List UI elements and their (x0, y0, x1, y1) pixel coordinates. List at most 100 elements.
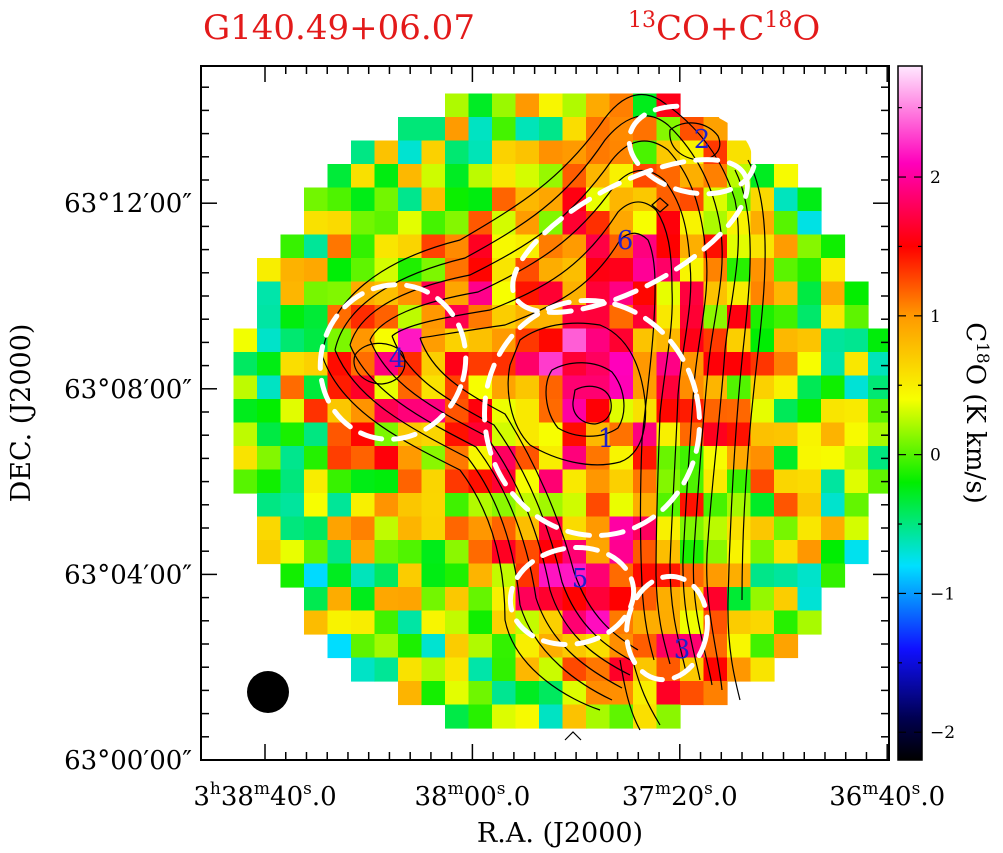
map-pixel (539, 258, 564, 283)
map-pixel (374, 657, 399, 682)
map-pixel (609, 516, 634, 541)
map-pixel (327, 516, 352, 541)
map-pixel (468, 117, 493, 142)
map-pixel (327, 493, 352, 518)
map-pixel (750, 211, 775, 236)
map-pixel (844, 352, 869, 377)
map-pixel (774, 399, 799, 424)
map-pixel (539, 187, 564, 212)
map-pixel (515, 657, 540, 682)
map-pixel (539, 328, 564, 353)
map-pixel (727, 328, 752, 353)
map-pixel (844, 540, 869, 565)
map-pixel (633, 375, 658, 400)
map-pixel (468, 657, 493, 682)
map-pixel (351, 258, 376, 283)
map-pixel (797, 234, 822, 259)
map-pixel (233, 469, 258, 494)
map-pixel (374, 563, 399, 588)
map-pixel (609, 493, 634, 518)
map-pixel (797, 493, 822, 518)
map-pixel (750, 634, 775, 659)
map-pixel (445, 587, 470, 612)
map-pixel (821, 469, 846, 494)
map-pixel (539, 422, 564, 447)
map-pixel (398, 610, 423, 635)
map-pixel (656, 587, 681, 612)
y-axis-label: DEC. (J2000) (6, 324, 37, 503)
map-pixel (680, 305, 705, 330)
contour-east-1 (727, 169, 751, 701)
map-pixel (421, 117, 446, 142)
map-pixel (609, 563, 634, 588)
map-pixel (539, 469, 564, 494)
map-pixel (703, 681, 728, 706)
map-pixel (421, 610, 446, 635)
map-pixel (844, 516, 869, 541)
map-pixel (374, 587, 399, 612)
contour-small-diamond (651, 197, 669, 213)
map-pixel (398, 469, 423, 494)
map-pixel (398, 540, 423, 565)
map-pixel (774, 563, 799, 588)
map-pixel (421, 516, 446, 541)
map-pixel (539, 587, 564, 612)
beam-size-marker (247, 671, 289, 713)
map-pixel (821, 234, 846, 259)
map-pixel (703, 328, 728, 353)
map-pixel (774, 328, 799, 353)
map-pixel (351, 164, 376, 189)
map-pixel (351, 610, 376, 635)
map-pixel (821, 305, 846, 330)
map-pixel (374, 234, 399, 259)
map-pixel (774, 234, 799, 259)
map-pixel (327, 258, 352, 283)
map-pixel (797, 258, 822, 283)
map-pixel (468, 305, 493, 330)
map-pixel (797, 187, 822, 212)
map-pixel (280, 469, 305, 494)
map-pixel (515, 446, 540, 471)
map-pixel (468, 352, 493, 377)
map-pixel (257, 305, 282, 330)
map-pixel (774, 610, 799, 635)
map-pixel (398, 211, 423, 236)
map-pixel (374, 493, 399, 518)
map-pixel (468, 704, 493, 729)
map-pixel (327, 469, 352, 494)
colorbar-frame (897, 65, 923, 761)
map-pixel (750, 328, 775, 353)
map-pixel (421, 234, 446, 259)
map-pixel (633, 469, 658, 494)
map-pixel (492, 563, 517, 588)
map-pixel (304, 399, 329, 424)
map-pixel (727, 563, 752, 588)
map-pixel (774, 493, 799, 518)
map-pixel (633, 493, 658, 518)
map-pixel (656, 281, 681, 306)
map-pixel (280, 328, 305, 353)
map-pixel (468, 634, 493, 659)
colorbar-tick-label: 2 (930, 168, 941, 188)
map-pixel (844, 305, 869, 330)
map-pixel (445, 258, 470, 283)
map-pixel (374, 140, 399, 165)
map-pixel (656, 375, 681, 400)
map-pixel (327, 446, 352, 471)
map-pixel (609, 375, 634, 400)
map-pixel (797, 281, 822, 306)
y-tick-label: 63°04′00″ (64, 560, 192, 590)
map-pixel (374, 540, 399, 565)
map-pixel (750, 657, 775, 682)
map-pixel (327, 187, 352, 212)
map-pixel (421, 164, 446, 189)
map-pixel (727, 399, 752, 424)
map-pixel (492, 634, 517, 659)
map-pixel (821, 258, 846, 283)
map-pixel (445, 399, 470, 424)
map-pixel (515, 540, 540, 565)
map-pixel (868, 328, 889, 353)
contour-outer (321, 93, 739, 711)
clump-labels: 1 2 3 4 5 6 (389, 125, 711, 665)
